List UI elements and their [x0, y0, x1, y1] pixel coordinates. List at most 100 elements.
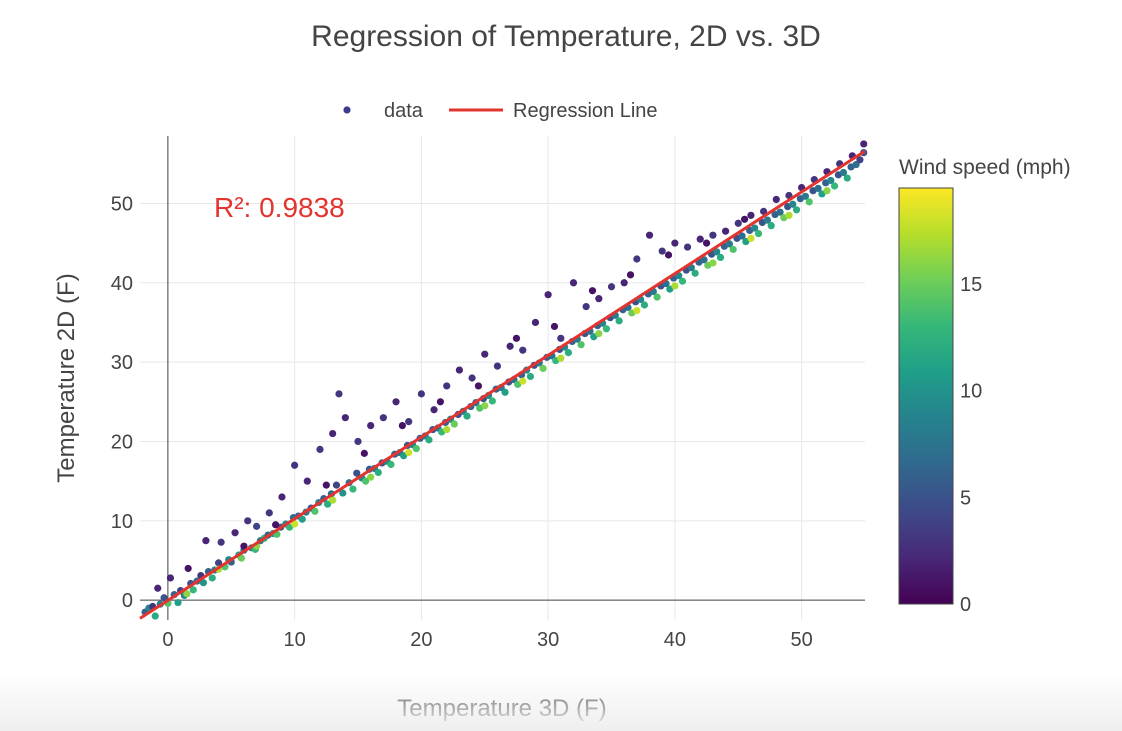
data-point — [725, 240, 733, 248]
data-point — [776, 208, 784, 216]
data-point — [335, 390, 343, 398]
data-point — [354, 437, 362, 446]
data-point — [860, 140, 868, 148]
data-point — [208, 574, 216, 582]
data-point — [166, 574, 175, 582]
data-point — [615, 317, 623, 325]
colorbar-title: Wind speed (mph) — [899, 156, 1071, 179]
legend-item-regression[interactable]: Regression Line — [449, 100, 658, 122]
data-point — [332, 481, 341, 489]
data-point — [734, 219, 742, 227]
data-point — [640, 301, 649, 309]
data-point — [217, 538, 225, 546]
data-point — [450, 420, 458, 428]
data-point — [633, 255, 641, 263]
data-point — [237, 554, 245, 562]
data-point — [322, 481, 330, 489]
y-tick-label: 50 — [111, 193, 133, 215]
data-point — [544, 291, 552, 299]
data-point — [738, 232, 746, 240]
data-point — [202, 537, 210, 545]
data-point — [244, 517, 252, 525]
y-tick-label: 10 — [111, 511, 133, 533]
data-point — [488, 397, 496, 405]
x-tick-label: 40 — [664, 629, 686, 651]
data-point — [184, 564, 192, 573]
data-point — [463, 412, 471, 420]
data-point — [843, 174, 851, 182]
data-point — [154, 584, 162, 592]
data-point — [678, 277, 687, 285]
chart-title: Regression of Temperature, 2D vs. 3D — [311, 20, 821, 53]
legend-label-data: data — [384, 100, 424, 122]
data-point — [253, 522, 261, 530]
data-point — [827, 176, 835, 185]
data-point — [763, 216, 772, 224]
data-point — [595, 329, 603, 338]
data-point — [747, 234, 755, 242]
y-tick-label: 30 — [111, 352, 133, 374]
data-point — [602, 325, 611, 333]
data-point — [189, 586, 197, 594]
data-point — [405, 418, 413, 426]
data-point — [519, 346, 527, 354]
y-tick-label: 20 — [111, 431, 133, 453]
data-point — [329, 429, 337, 438]
legend[interactable]: data Regression Line — [343, 100, 658, 122]
data-point — [339, 489, 347, 497]
data-point — [767, 222, 775, 230]
data-point — [582, 302, 590, 311]
data-point — [805, 198, 813, 206]
data-point — [747, 211, 755, 219]
x-tick-label: 20 — [410, 629, 432, 651]
data-point — [785, 211, 793, 219]
data-point — [709, 231, 717, 239]
data-point — [645, 231, 654, 239]
r-squared-annotation: R²: 0.9838 — [214, 192, 345, 223]
data-point — [653, 293, 661, 301]
data-point — [557, 334, 565, 342]
data-point — [823, 187, 831, 195]
data-point — [311, 507, 319, 515]
data-point — [506, 342, 514, 350]
data-point — [398, 422, 406, 430]
data-point — [405, 448, 413, 457]
colorbar-tick-label: 0 — [960, 594, 971, 616]
data-point — [716, 253, 725, 261]
data-point — [526, 372, 534, 381]
data-point — [702, 239, 711, 247]
data-point — [341, 414, 349, 422]
data-point — [316, 445, 324, 454]
data-point — [240, 542, 248, 550]
data-point — [519, 377, 527, 385]
data-point — [569, 279, 578, 287]
data-point — [362, 477, 370, 485]
data-point — [214, 559, 223, 567]
colorbar-bar — [898, 187, 954, 605]
data-point — [557, 354, 565, 362]
data-point — [183, 590, 191, 598]
colorbar-tick-label: 10 — [960, 381, 982, 403]
legend-item-data[interactable]: data — [343, 100, 424, 122]
data-point — [709, 259, 717, 267]
data-point — [671, 239, 679, 247]
data-point — [436, 398, 444, 406]
data-point — [493, 362, 502, 370]
data-point — [174, 598, 182, 607]
data-point — [814, 184, 822, 192]
colorbar-tick-label: 15 — [960, 274, 982, 296]
data-point — [272, 521, 280, 529]
x-tick-label: 0 — [162, 629, 173, 651]
data-point — [588, 287, 597, 295]
data-point — [303, 477, 311, 485]
regression-line — [139, 149, 866, 620]
data-point — [199, 579, 207, 587]
data-point — [412, 445, 420, 453]
data-point — [443, 382, 451, 390]
data-point — [349, 485, 357, 493]
data-point — [696, 235, 704, 243]
data-point — [443, 425, 451, 434]
data-point — [265, 509, 273, 517]
colorbar: 0 5 10 15 Wind speed (mph) — [898, 156, 1071, 616]
